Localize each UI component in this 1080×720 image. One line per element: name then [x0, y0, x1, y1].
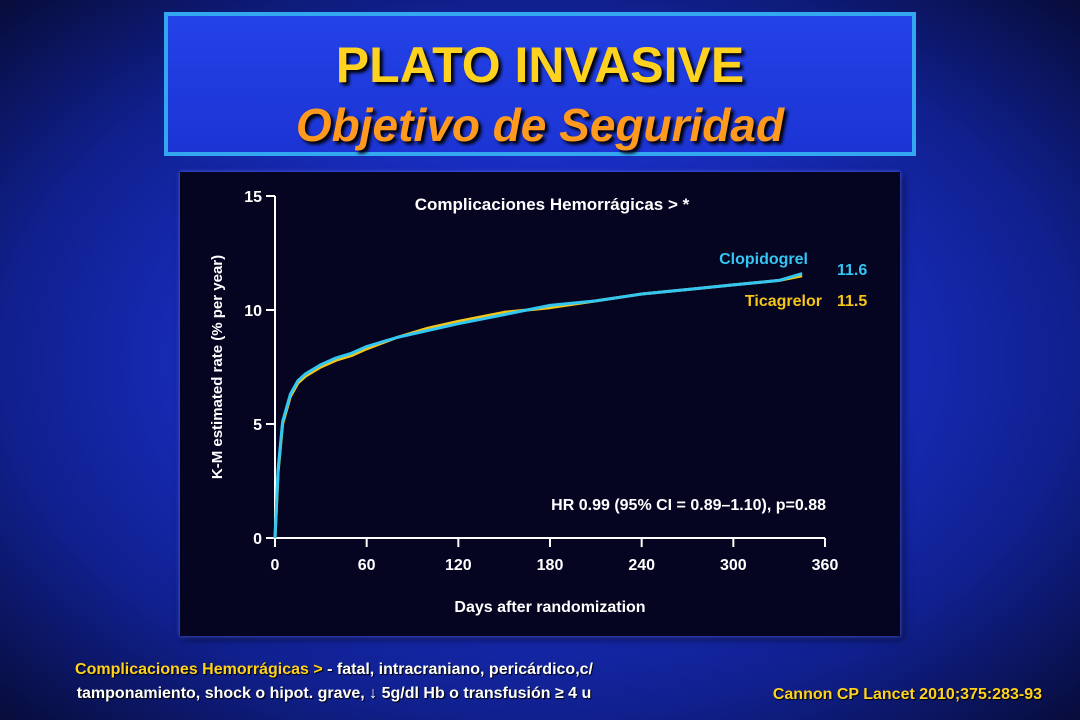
y-tick-label: 0 — [253, 531, 262, 548]
x-tick-label: 300 — [720, 557, 747, 574]
footnote-line-2: tamponamiento, shock o hipot. grave, ↓ 5… — [76, 685, 592, 702]
x-axis-title: Days after randomization — [454, 599, 645, 616]
y-axis-title: K-M estimated rate (% per year) — [209, 255, 226, 479]
series-name-clopidogrel: Clopidogrel — [719, 251, 808, 268]
chart-labels: Days after randomization K-M estimated ra… — [209, 195, 867, 616]
series-name-ticagrelor: Ticagrelor — [745, 293, 822, 310]
chart-title: Complicaciones Hemorrágicas > * — [415, 195, 690, 214]
series-end-value-clopidogrel: 11.6 — [837, 262, 867, 279]
title-box: PLATO INVASIVE Objetivo de Seguridad — [164, 12, 916, 156]
series-line-clopidogrel — [273, 272, 803, 539]
chart-panel: 0 5 10 15 0 60 120 180 240 300 360 Days after rand… — [180, 172, 900, 636]
hr-annotation: HR 0.99 (95% CI = 0.89–1.10), p=0.88 — [551, 497, 826, 514]
slide-title: PLATO INVASIVE — [335, 37, 745, 93]
y-tick-label: 5 — [253, 417, 262, 434]
chart-axes: 0 5 10 15 0 60 120 180 240 300 360 — [244, 189, 838, 574]
x-tick-label: 0 — [271, 557, 280, 574]
x-tick-label: 120 — [445, 557, 472, 574]
x-tick-label: 240 — [628, 557, 655, 574]
footnote: Complicaciones Hemorrágicas > - fatal, i… — [26, 658, 642, 706]
y-tick-label: 10 — [244, 303, 262, 320]
km-chart: 0 5 10 15 0 60 120 180 240 300 360 Days after rand… — [209, 189, 867, 616]
citation: Cannon CP Lancet 2010;375:283-93 — [772, 686, 1042, 703]
slide-subtitle: Objetivo de Seguridad — [295, 99, 785, 151]
chart-series — [273, 272, 803, 539]
footnote-term: Complicaciones Hemorrágicas > — [75, 661, 323, 678]
footnote-line-1: Complicaciones Hemorrágicas > - fatal, i… — [26, 658, 642, 682]
x-tick-label: 360 — [812, 557, 839, 574]
series-end-value-ticagrelor: 11.5 — [837, 293, 867, 310]
x-tick-label: 180 — [537, 557, 564, 574]
footnote-line1-rest: - fatal, intracraniano, pericárdico,c/ — [322, 661, 593, 678]
x-tick-label: 60 — [358, 557, 376, 574]
y-tick-label: 15 — [244, 189, 262, 206]
